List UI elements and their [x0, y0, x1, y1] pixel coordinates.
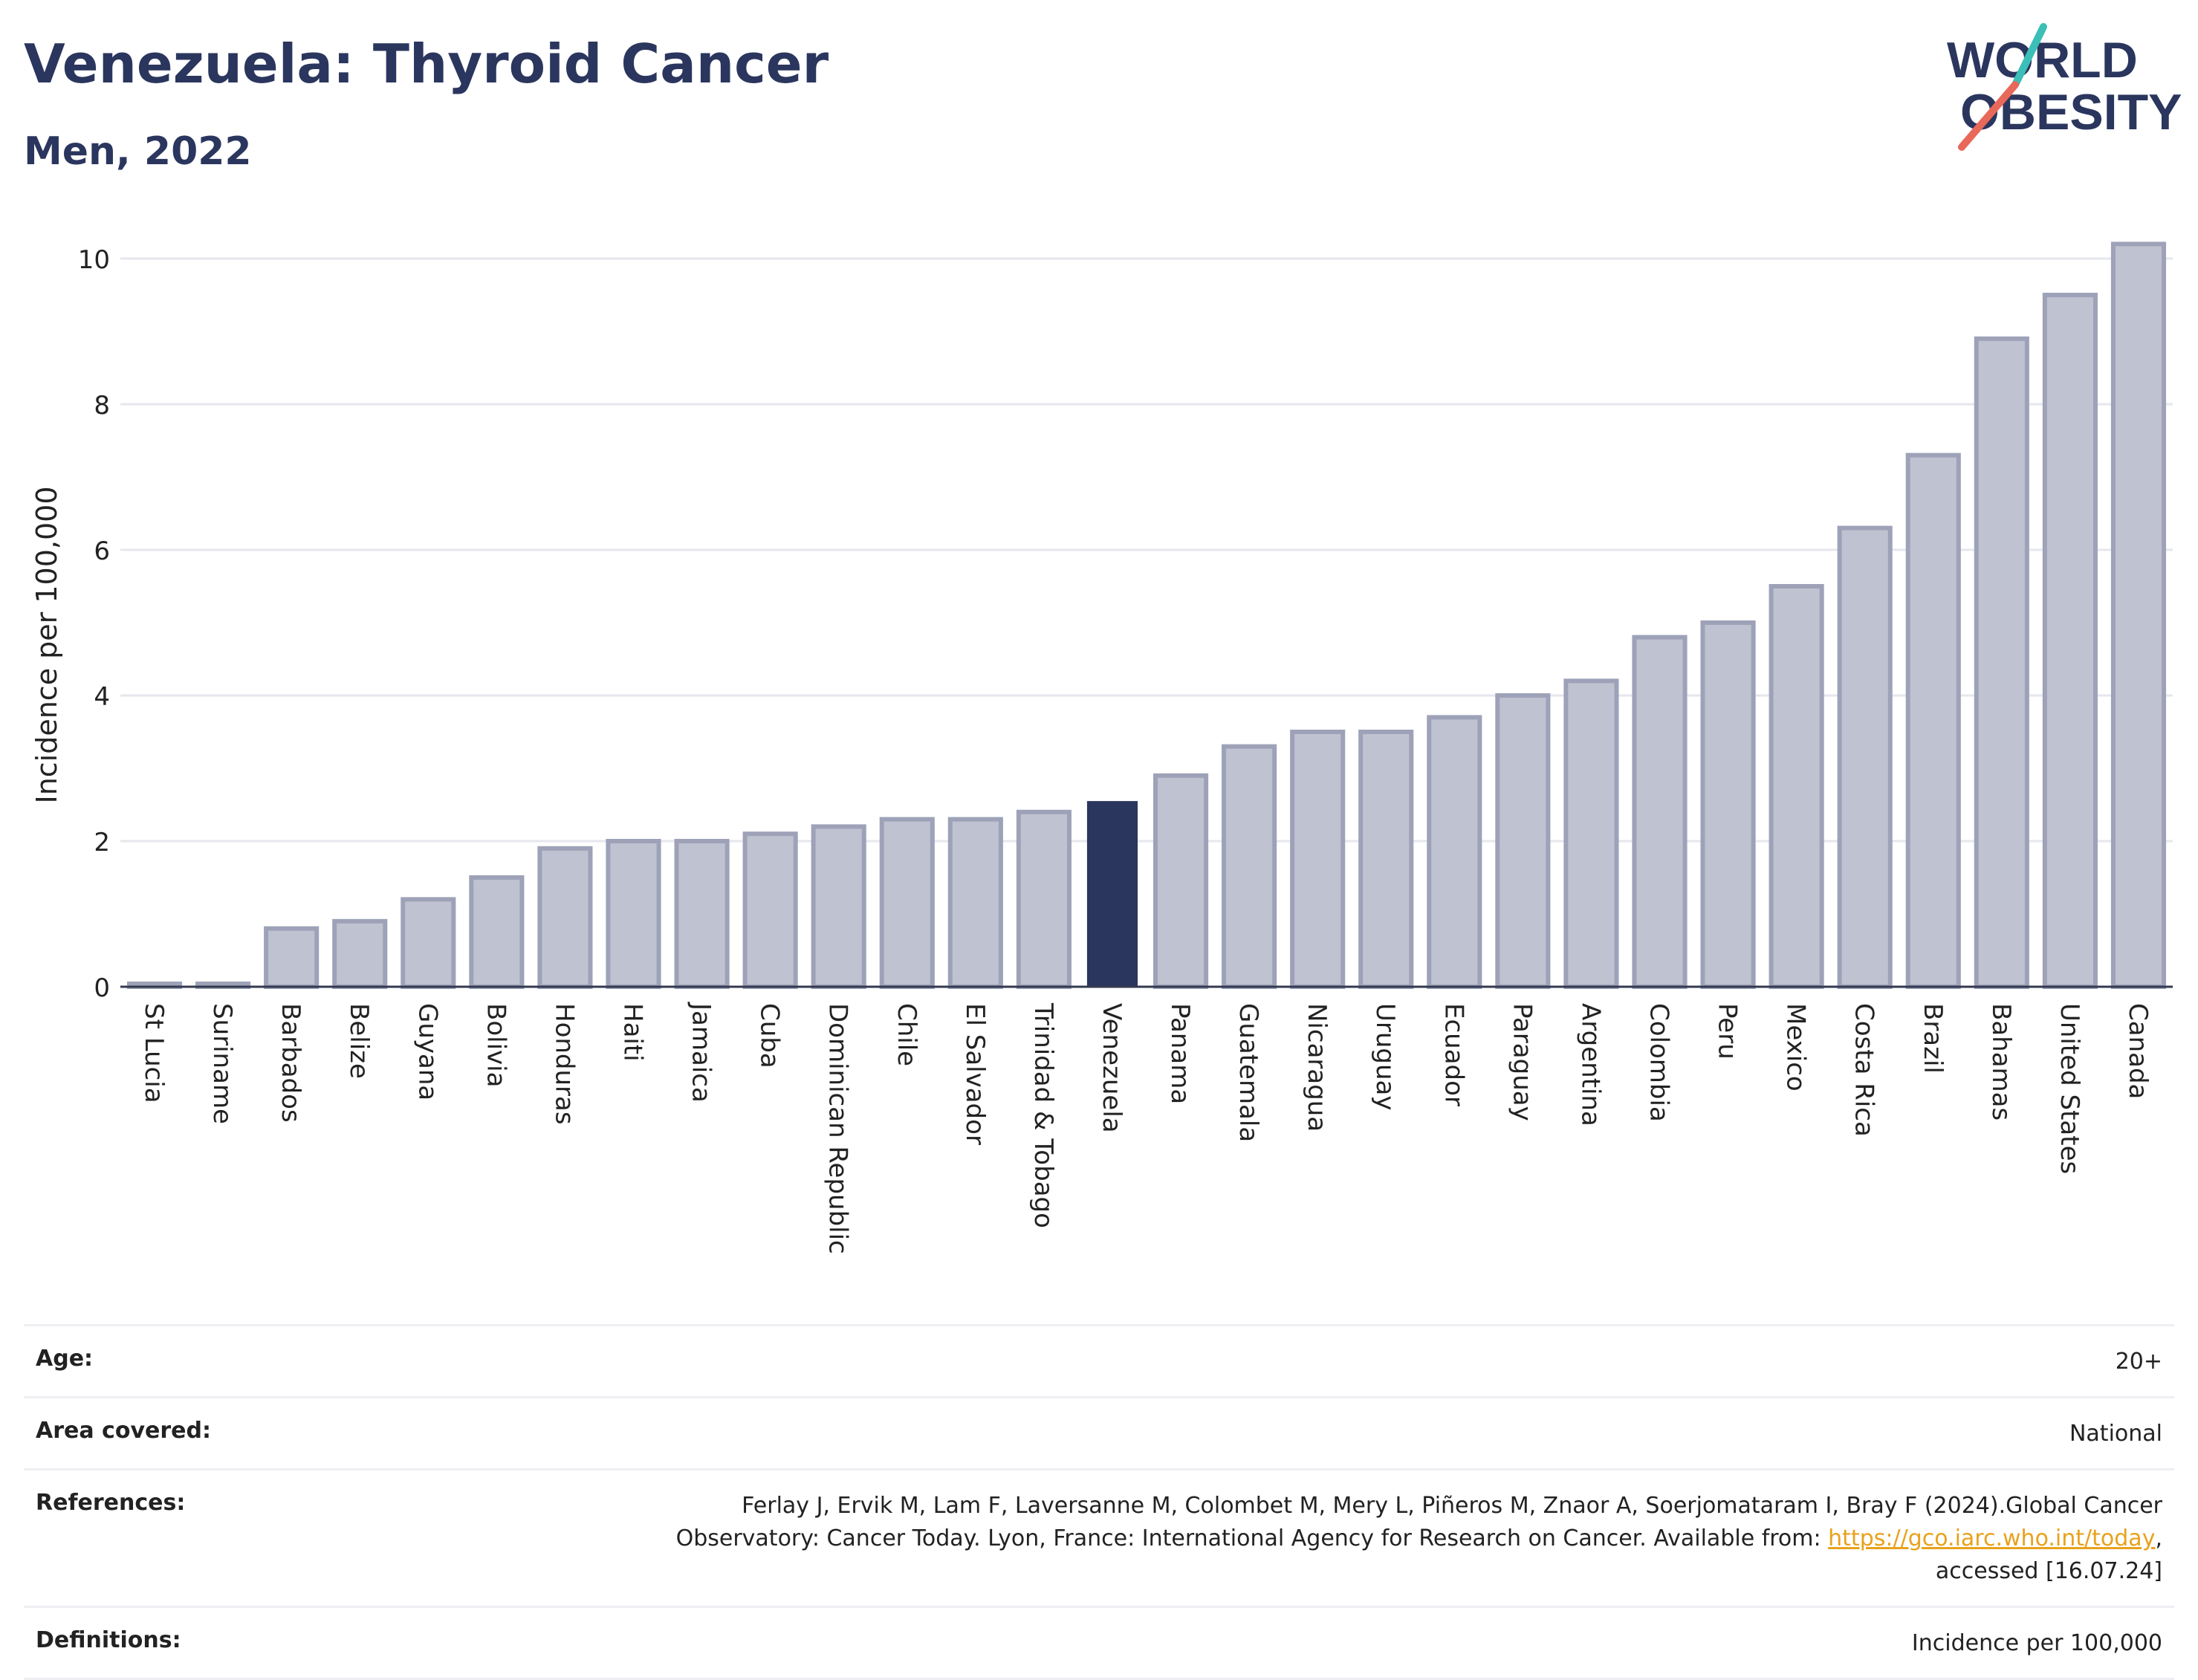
bar: [674, 839, 730, 989]
references-value: Ferlay J, Ervik M, Lam F, Laversanne M, …: [419, 1468, 2174, 1607]
bar: [947, 817, 1003, 989]
bar: [1495, 693, 1551, 989]
y-tick-labels: 0 2 4 6 8 10: [78, 245, 110, 1003]
age-value: 20+: [419, 1324, 2174, 1398]
bar: [1290, 730, 1346, 989]
logo-stroke-coral: [1958, 81, 2019, 151]
bar: [1153, 773, 1209, 990]
x-tick-label: El Salvador: [960, 1003, 990, 1145]
bar: [1974, 336, 2029, 989]
y-tick-label: 6: [94, 536, 110, 566]
x-tick-label: Uruguay: [1370, 1003, 1400, 1111]
bar: [401, 897, 456, 990]
bar: [606, 839, 661, 989]
x-tick-labels: St Lucia Suriname Barbados Belize Guyana Boli…: [139, 1002, 2153, 1254]
x-tick-label: Mexico: [1781, 1003, 1811, 1092]
x-tick-label: Colombia: [1644, 1003, 1674, 1122]
bar: [811, 824, 866, 990]
gridlines: [120, 257, 2173, 843]
age-label: Age:: [24, 1324, 419, 1398]
bar-chart: 0 2 4 6 8 10 St Lucia Suriname Barbados Belize Gu…: [30, 241, 2173, 1254]
bar: [1222, 744, 1277, 989]
y-tick-label: 8: [94, 391, 110, 421]
references-line-2-suffix: ,: [2155, 1525, 2162, 1551]
x-tick-label: Argentina: [1575, 1003, 1605, 1126]
logo-text-world: WORLD: [1947, 32, 2138, 88]
bar: [469, 875, 525, 989]
bar: [1905, 453, 1961, 989]
x-tick-label: Honduras: [549, 1003, 579, 1125]
bar: [1016, 809, 1072, 990]
y-tick-label: 0: [94, 973, 110, 1003]
x-tick-label: Guatemala: [1233, 1003, 1263, 1142]
bar: [2042, 293, 2098, 989]
bar: [537, 846, 593, 990]
x-tick-label: Suriname: [207, 1003, 237, 1124]
y-tick-label: 10: [78, 245, 110, 275]
x-tick-label: Jamaica: [687, 1002, 716, 1103]
page-subtitle: Men, 2022: [24, 129, 252, 174]
bar: [332, 918, 388, 990]
area-label: Area covered:: [24, 1396, 419, 1470]
y-tick-label: 2: [94, 828, 110, 857]
bars: [126, 241, 2167, 990]
x-tick-label: Paraguay: [1507, 1003, 1537, 1121]
x-tick-label: Dominican Republic: [823, 1003, 853, 1254]
world-obesity-logo: WORLD OBESITY: [1947, 23, 2182, 151]
x-tick-label: Haiti: [618, 1003, 648, 1062]
definitions-label: Definitions:: [24, 1606, 419, 1680]
x-tick-label: Cuba: [755, 1003, 785, 1068]
x-tick-label: Costa Rica: [1850, 1003, 1879, 1137]
bar: [1769, 584, 1824, 989]
x-tick-label: Barbados: [276, 1003, 305, 1123]
x-tick-label: Panama: [1165, 1003, 1195, 1104]
bar: [879, 817, 935, 989]
info-row-area: Area covered: National: [24, 1396, 2174, 1470]
references-label: References:: [24, 1468, 419, 1607]
y-axis-label: Incidence per 100,000: [30, 486, 63, 803]
x-tick-label: Trinidad & Tobago: [1028, 1002, 1058, 1228]
x-tick-label: Canada: [2123, 1003, 2153, 1099]
references-link[interactable]: https://gco.iarc.who.int/today: [1828, 1525, 2156, 1551]
bar: [1700, 620, 1756, 989]
bar: [1837, 525, 1893, 989]
bar: [742, 831, 798, 989]
info-row-definitions: Definitions: Incidence per 100,000: [24, 1606, 2174, 1680]
x-tick-label: Brazil: [1918, 1003, 1948, 1074]
y-tick-label: 4: [94, 682, 110, 712]
x-tick-label: St Lucia: [139, 1003, 169, 1103]
x-tick-label: Bahamas: [1986, 1003, 2016, 1120]
definitions-value: Incidence per 100,000: [419, 1606, 2174, 1680]
info-table: Age: 20+ Area covered: National Referenc…: [24, 1324, 2174, 1680]
bar: [1563, 678, 1619, 990]
bar: [2110, 241, 2167, 989]
x-tick-label: Ecuador: [1439, 1003, 1468, 1106]
logo-stroke-teal: [2011, 23, 2047, 88]
bar: [1358, 730, 1414, 989]
x-tick-label: Bolivia: [481, 1003, 510, 1087]
logo-text-obesity: OBESITY: [1960, 84, 2182, 140]
bar: [1086, 801, 1138, 987]
x-tick-label: Chile: [892, 1003, 921, 1066]
area-value: National: [419, 1396, 2174, 1470]
x-tick-label: Peru: [1713, 1003, 1742, 1060]
references-line-2-prefix: Observatory: Cancer Today. Lyon, France:…: [675, 1525, 1829, 1551]
x-tick-label: Belize: [344, 1003, 374, 1079]
info-row-age: Age: 20+: [24, 1324, 2174, 1398]
bar: [1427, 715, 1482, 990]
info-row-references: References: Ferlay J, Ervik M, Lam F, La…: [24, 1468, 2174, 1607]
bar: [1632, 635, 1688, 989]
references-line-1: Ferlay J, Ervik M, Lam F, Laversanne M, …: [742, 1493, 2162, 1519]
page-title: Venezuela: Thyroid Cancer: [24, 33, 829, 95]
x-tick-label: Guyana: [412, 1003, 442, 1100]
x-tick-label: Nicaragua: [1302, 1003, 1332, 1132]
x-tick-label: United States: [2055, 1003, 2084, 1174]
x-tick-label: Venezuela: [1097, 1003, 1126, 1133]
bar: [264, 926, 320, 989]
references-line-3: accessed [16.07.24]: [1935, 1558, 2162, 1584]
